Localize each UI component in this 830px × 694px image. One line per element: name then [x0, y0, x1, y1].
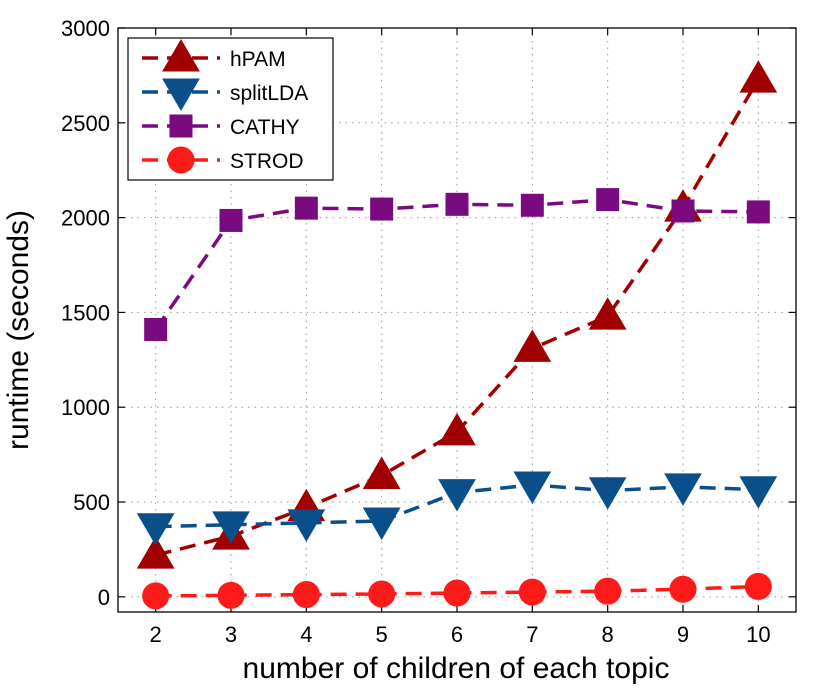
legend-marker: [167, 146, 195, 174]
data-point-STROD: [443, 579, 471, 607]
legend-label: splitLDA: [230, 82, 308, 105]
data-point-hPAM: [588, 297, 627, 330]
data-point-splitLDA: [664, 473, 702, 506]
x-axis-label: number of children of each topic: [243, 652, 670, 685]
data-point-STROD: [594, 577, 622, 605]
legend-entry-splitLDA: splitLDA: [142, 78, 308, 111]
y-tick-label: 500: [73, 490, 110, 515]
data-point-CATHY: [671, 199, 695, 223]
legend-label: CATHY: [230, 116, 300, 139]
legend-entry-hPAM: hPAM: [142, 39, 286, 72]
data-point-splitLDA: [588, 477, 627, 510]
data-point-STROD: [368, 580, 396, 608]
x-tick-label: 7: [526, 622, 538, 647]
data-point-hPAM: [739, 60, 778, 93]
data-point-CATHY: [294, 196, 318, 220]
data-point-CATHY: [596, 188, 620, 212]
legend-entry-STROD: STROD: [142, 146, 304, 174]
legend-marker: [169, 114, 193, 138]
data-point-splitLDA: [513, 471, 552, 504]
x-tick-label: 4: [300, 622, 312, 647]
data-point-hPAM: [513, 329, 552, 362]
data-point-splitLDA: [287, 509, 326, 542]
data-point-CATHY: [219, 208, 243, 232]
x-tick-label: 10: [746, 622, 770, 647]
x-tick-label: 8: [602, 622, 614, 647]
y-tick-label: 2500: [61, 111, 110, 136]
data-point-CATHY: [144, 317, 168, 341]
y-tick-label: 0: [98, 585, 110, 610]
x-tick-label: 9: [677, 622, 689, 647]
x-tick-label: 2: [150, 622, 162, 647]
series-layer: [136, 60, 778, 610]
series-splitLDA: [136, 471, 778, 546]
data-point-hPAM: [136, 536, 175, 569]
legend-box: [127, 37, 334, 181]
y-axis-label: runtime (seconds): [2, 210, 35, 450]
x-tick-label: 3: [225, 622, 237, 647]
data-point-STROD: [669, 575, 697, 603]
data-point-STROD: [217, 581, 245, 609]
axes: 2 3 4 5 6 7 8 9 10 0 500 1000 1500 2000 2500 3000: [61, 16, 797, 647]
series-CATHY: [144, 188, 770, 341]
legend: hPAM splitLDA CATHY STROD: [127, 37, 334, 181]
data-point-STROD: [142, 582, 170, 610]
data-point-splitLDA: [739, 476, 778, 509]
legend-label: hPAM: [230, 48, 286, 71]
y-tick-label: 1500: [61, 300, 110, 325]
data-point-CATHY: [445, 192, 469, 216]
data-point-splitLDA: [212, 511, 250, 544]
data-point-STROD: [518, 578, 546, 606]
legend-marker: [162, 39, 200, 72]
data-point-hPAM: [362, 456, 401, 489]
data-point-STROD: [292, 581, 320, 609]
data-point-CATHY: [520, 193, 544, 217]
data-point-splitLDA: [136, 513, 175, 546]
data-point-CATHY: [746, 200, 770, 224]
x-tick-label: 6: [451, 622, 463, 647]
data-point-splitLDA: [362, 507, 401, 540]
data-point-CATHY: [370, 197, 394, 221]
data-point-STROD: [744, 572, 772, 600]
y-tick-label: 2000: [61, 206, 110, 231]
legend-entry-CATHY: CATHY: [142, 114, 300, 139]
legend-label: STROD: [230, 150, 304, 173]
x-tick-label: 5: [376, 622, 388, 647]
legend-marker: [162, 78, 200, 111]
data-point-hPAM: [438, 412, 476, 446]
series-STROD: [142, 572, 772, 610]
y-tick-label: 3000: [61, 16, 110, 41]
data-point-splitLDA: [438, 479, 476, 512]
y-tick-label: 1000: [61, 395, 110, 420]
